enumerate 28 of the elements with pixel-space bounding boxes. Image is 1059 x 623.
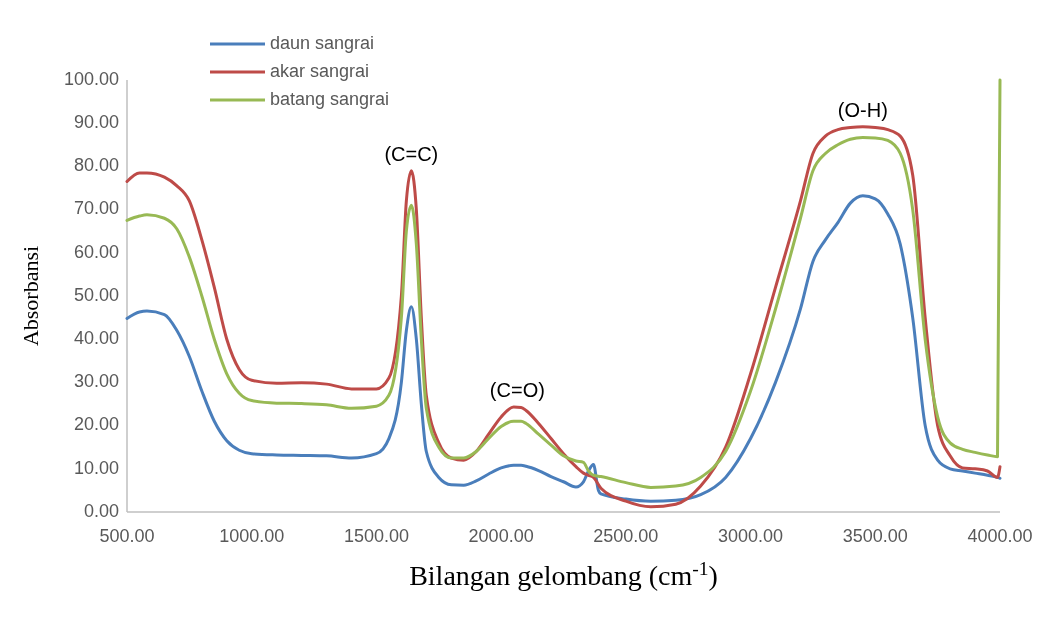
x-axis-title: Bilangan gelombang (cm$^{-1}$) (409, 557, 718, 591)
x-tick-label: 1500.00 (343, 526, 409, 546)
y-tick-label: 10.00 (73, 457, 119, 478)
line-series (125, 194, 1002, 503)
y-tick-label: 20.00 (73, 414, 119, 435)
y-axis-title: Absorbansi (18, 245, 43, 347)
y-tick-label: 50.00 (73, 284, 119, 305)
y-tick-label: 30.00 (73, 371, 119, 392)
annotation: (O-H) (837, 98, 888, 121)
annotation: (C=C) (384, 142, 439, 165)
y-tick-label: 90.00 (73, 111, 119, 132)
legend-label: daun sangrai (270, 32, 375, 53)
x-tick-label: 3500.00 (842, 526, 908, 546)
y-tick-label: 60.00 (73, 241, 119, 262)
y-tick-label: 80.00 (73, 155, 119, 176)
x-tick-label: 3000.00 (718, 526, 784, 546)
annotation: (C=O) (489, 379, 545, 402)
legend-label: batang sangrai (270, 88, 390, 109)
legend-label: akar sangrai (270, 60, 370, 81)
x-tick-label: 4000.00 (967, 526, 1033, 546)
x-tick-label: 2500.00 (593, 526, 659, 546)
x-tick-label: 500.00 (99, 526, 155, 546)
x-tick-label: 2000.00 (468, 526, 534, 546)
y-tick-label: 40.00 (73, 327, 119, 348)
x-tick-label: 1000.00 (219, 526, 285, 546)
y-tick-label: 100.00 (63, 68, 119, 89)
y-tick-label: 0.00 (83, 500, 119, 521)
y-tick-label: 70.00 (73, 198, 119, 219)
